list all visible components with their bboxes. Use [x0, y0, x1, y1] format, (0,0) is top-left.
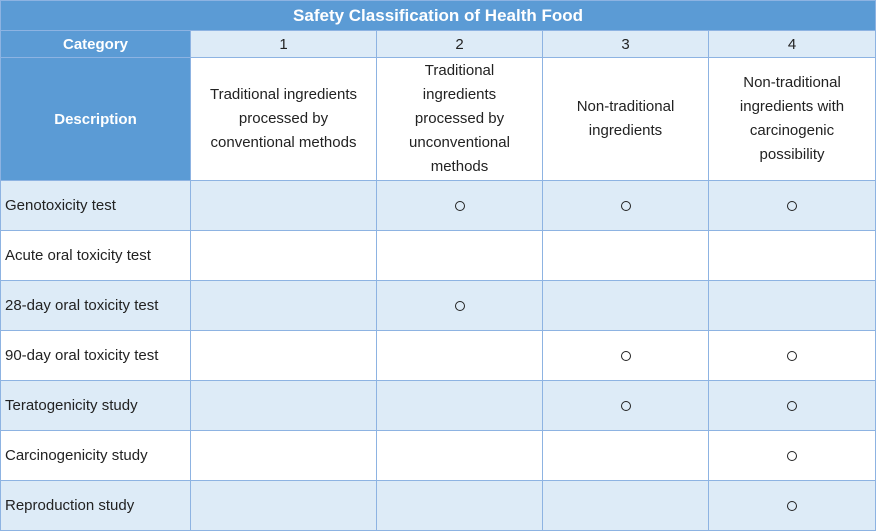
mark-cell-category-4	[707, 480, 876, 531]
mark-cell-category-1	[190, 180, 377, 231]
circle-mark-icon	[787, 201, 798, 212]
row-label: Teratogenicity study	[0, 380, 191, 431]
category-header: Category	[0, 30, 191, 58]
circle-mark-icon	[454, 201, 465, 212]
mark-cell-category-4	[707, 330, 876, 381]
table-row: 28-day oral toxicity test	[0, 280, 876, 331]
mark-cell-category-2	[376, 280, 543, 331]
mark-cell-category-2	[376, 480, 543, 531]
mark-cell-category-4	[707, 180, 876, 231]
circle-mark-icon	[787, 401, 798, 412]
category-number-3: 3	[542, 30, 709, 58]
mark-cell-category-2	[376, 330, 543, 381]
description-category-3: Non-traditional ingredients	[542, 57, 709, 181]
circle-mark-icon	[787, 501, 798, 512]
mark-cell-category-1	[190, 430, 377, 481]
mark-cell-category-1	[190, 330, 377, 381]
mark-cell-category-4	[707, 430, 876, 481]
table-row: Acute oral toxicity test	[0, 230, 876, 281]
category-number-1: 1	[190, 30, 377, 58]
circle-mark-icon	[620, 351, 631, 362]
category-number-4: 4	[707, 30, 876, 58]
mark-cell-category-2	[376, 230, 543, 281]
table-row: Teratogenicity study	[0, 380, 876, 431]
circle-mark-icon	[787, 351, 798, 362]
mark-cell-category-1	[190, 380, 377, 431]
mark-cell-category-2	[376, 180, 543, 231]
row-label: 90-day oral toxicity test	[0, 330, 191, 381]
mark-cell-category-4	[707, 380, 876, 431]
description-header: Description	[0, 57, 191, 181]
table-row: Reproduction study	[0, 480, 876, 531]
category-number-2: 2	[376, 30, 543, 58]
description-category-2: Traditional ingredients processed by unc…	[376, 57, 543, 181]
circle-mark-icon	[787, 451, 798, 462]
mark-cell-category-3	[542, 280, 709, 331]
mark-cell-category-1	[190, 230, 377, 281]
mark-cell-category-1	[190, 480, 377, 531]
table-row: 90-day oral toxicity test	[0, 330, 876, 381]
table-title: Safety Classification of Health Food	[0, 0, 876, 31]
mark-cell-category-2	[376, 430, 543, 481]
table-row: Genotoxicity test	[0, 180, 876, 231]
row-label: Genotoxicity test	[0, 180, 191, 231]
circle-mark-icon	[620, 201, 631, 212]
row-label: Acute oral toxicity test	[0, 230, 191, 281]
mark-cell-category-3	[542, 180, 709, 231]
row-label: 28-day oral toxicity test	[0, 280, 191, 331]
mark-cell-category-3	[542, 480, 709, 531]
mark-cell-category-1	[190, 280, 377, 331]
mark-cell-category-3	[542, 330, 709, 381]
mark-cell-category-2	[376, 380, 543, 431]
mark-cell-category-3	[542, 230, 709, 281]
mark-cell-category-3	[542, 380, 709, 431]
description-category-4: Non-traditional ingredients with carcino…	[707, 57, 876, 181]
mark-cell-category-4	[707, 230, 876, 281]
description-category-1: Traditional ingredients processed by con…	[190, 57, 377, 181]
circle-mark-icon	[454, 301, 465, 312]
table-row: Carcinogenicity study	[0, 430, 876, 481]
mark-cell-category-4	[707, 280, 876, 331]
circle-mark-icon	[620, 401, 631, 412]
row-label: Carcinogenicity study	[0, 430, 191, 481]
mark-cell-category-3	[542, 430, 709, 481]
row-label: Reproduction study	[0, 480, 191, 531]
